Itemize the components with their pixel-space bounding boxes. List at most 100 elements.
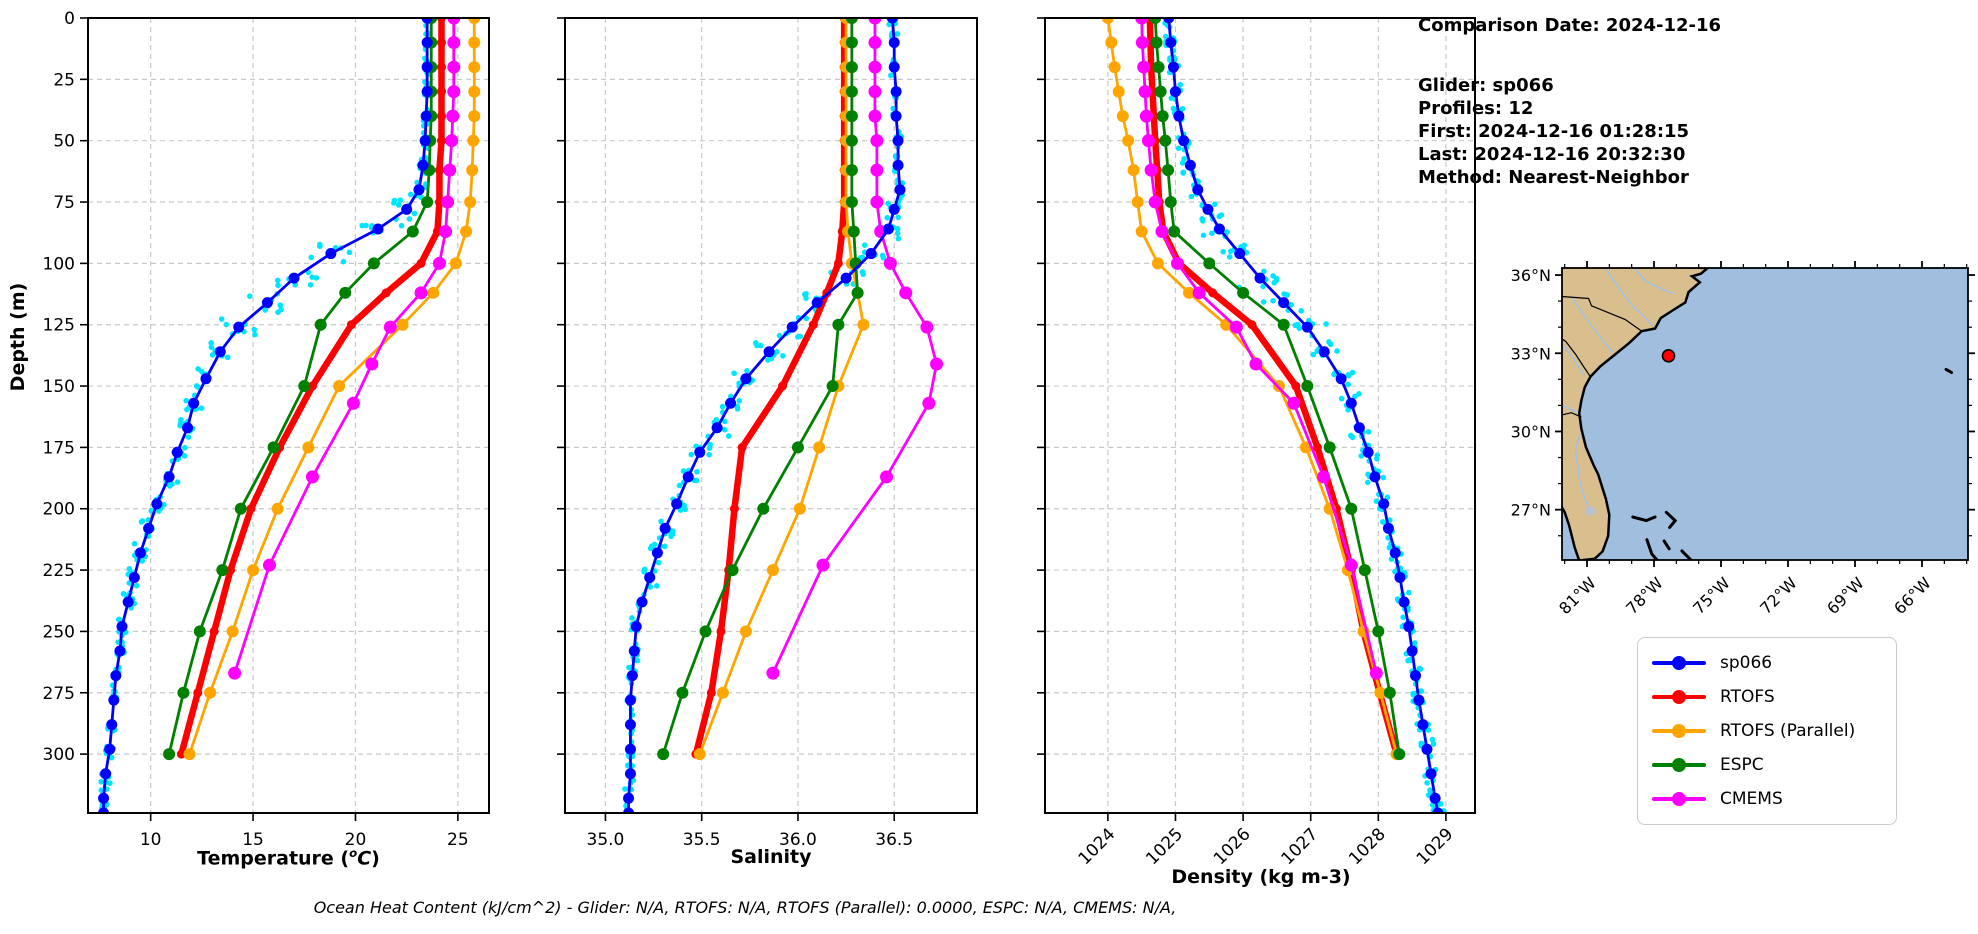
svg-text:100: 100 <box>43 254 75 274</box>
bahamas-island-outline <box>1680 549 1693 560</box>
svg-text:0: 0 <box>64 9 75 29</box>
legend-list: sp066 RTOFS RTOFS (Parallel) ESPC CMEMS <box>1638 646 1896 816</box>
state-border-line <box>1562 338 1591 378</box>
svg-text:75°W: 75°W <box>1689 573 1734 618</box>
svg-text:66°W: 66°W <box>1890 573 1935 618</box>
glider-id-text: Glider: sp066 <box>1418 75 1554 96</box>
bermuda-island <box>1944 367 1953 374</box>
legend-label: sp066 <box>1720 653 1773 673</box>
location-map: 36°N 33°N 30°N 27°N 81°W 78°W 75°W 72°W 69°W 66°W <box>1511 261 1975 618</box>
temperature-axis-title-sup: o <box>349 846 358 860</box>
grid-lines <box>1045 17 1475 813</box>
axis-ticks <box>557 17 896 821</box>
salinity-axis-title: Salinity <box>730 846 812 868</box>
svg-text:125: 125 <box>43 316 75 336</box>
river-line <box>1604 268 1654 327</box>
svg-text:20: 20 <box>345 830 367 850</box>
svg-text:275: 275 <box>43 684 75 704</box>
svg-text:150: 150 <box>43 377 75 397</box>
svg-text:36°N: 36°N <box>1511 266 1551 285</box>
map-ticks <box>1555 261 1975 567</box>
sp066-line-sample-icon <box>1652 656 1706 670</box>
svg-text:1027: 1027 <box>1278 824 1323 869</box>
map-layers <box>1562 268 1968 560</box>
depth-axis-title: Depth (m) <box>7 282 29 392</box>
svg-text:25: 25 <box>447 830 469 850</box>
river-line <box>1570 296 1614 353</box>
plot-frame <box>1044 17 1476 814</box>
map-frame <box>1561 267 1969 561</box>
sp066-salinity-line <box>623 18 906 813</box>
svg-text:225: 225 <box>43 561 75 581</box>
svg-text:35.0: 35.0 <box>587 830 625 850</box>
cmems-density-kg-m-3-line <box>1135 18 1383 680</box>
first-profile-time-text: First: 2024-12-16 01:28:15 <box>1418 121 1690 142</box>
ocean-heat-content-text: Ocean Heat Content (kJ/cm^2) - Glider: N… <box>313 898 1177 917</box>
river-line <box>1574 433 1589 508</box>
sp066-temperature-°c-line <box>98 18 433 813</box>
salinity-plot: 35.0 35.5 36.0 36.5 <box>557 17 978 850</box>
svg-text:1025: 1025 <box>1142 824 1187 869</box>
svg-text:250: 250 <box>43 622 75 642</box>
last-profile-time-text: Last: 2024-12-16 20:32:30 <box>1418 144 1686 165</box>
sp066-density-kg-m-3-line <box>1163 18 1444 813</box>
legend-label: RTOFS <box>1720 687 1775 707</box>
info-gap <box>1418 37 1721 74</box>
temperature-axis-title: Temperature (oC) <box>88 846 489 869</box>
comparison-info-block: Comparison Date: 2024-12-16 Glider: sp06… <box>1418 14 1721 189</box>
lake-okeechobee <box>1585 506 1596 516</box>
svg-text:69°W: 69°W <box>1823 573 1868 618</box>
temperature-axis-title-unit: C <box>357 847 372 870</box>
svg-text:36.5: 36.5 <box>875 830 913 850</box>
cmems-salinity-line <box>766 18 944 680</box>
svg-text:78°W: 78°W <box>1622 573 1667 618</box>
svg-text:30°N: 30°N <box>1511 422 1551 441</box>
svg-text:175: 175 <box>43 438 75 458</box>
legend-item-espc: ESPC <box>1638 748 1896 782</box>
comparison-date-text: Comparison Date: 2024-12-16 <box>1418 15 1722 36</box>
cmems-temperature-°c-line <box>228 18 461 680</box>
method-text: Method: Nearest-Neighbor <box>1418 167 1689 188</box>
svg-text:81°W: 81°W <box>1555 573 1600 618</box>
river-line <box>1562 343 1585 375</box>
svg-text:1024: 1024 <box>1075 824 1120 869</box>
axis-ticks <box>1037 17 1447 821</box>
legend-label: ESPC <box>1720 755 1764 775</box>
bahamas-island-outline <box>1662 539 1671 551</box>
svg-text:200: 200 <box>43 500 75 520</box>
density-axis-title: Density (kg m-3) <box>1171 866 1351 888</box>
svg-text:35.5: 35.5 <box>683 830 721 850</box>
legend-label: RTOFS (Parallel) <box>1720 721 1856 741</box>
state-border-line <box>1562 412 1582 418</box>
bahamas-island-outline <box>1664 510 1678 529</box>
svg-text:1026: 1026 <box>1210 824 1255 869</box>
temperature-axis-title-text: Temperature ( <box>197 847 350 870</box>
legend-item-rtofs: RTOFS <box>1638 680 1896 714</box>
svg-text:1028: 1028 <box>1345 824 1390 869</box>
legend-item-rtofs-parallel: RTOFS (Parallel) <box>1638 714 1896 748</box>
axis-tick-labels: 1024 1025 1026 1027 1028 1029 <box>1075 824 1458 869</box>
temperature-axis-title-close: ) <box>371 847 380 870</box>
svg-text:27°N: 27°N <box>1511 501 1551 520</box>
espc-line-sample-icon <box>1652 758 1706 772</box>
svg-text:10: 10 <box>140 830 162 850</box>
svg-text:15: 15 <box>242 830 264 850</box>
rtofs-line-sample-icon <box>1652 690 1706 704</box>
series-legend: sp066 RTOFS RTOFS (Parallel) ESPC CMEMS <box>1637 637 1897 825</box>
legend-label: CMEMS <box>1720 789 1783 809</box>
rtofs-parallel-temperature-°c-line <box>183 18 481 761</box>
legend-item-cmems: CMEMS <box>1638 782 1896 816</box>
axis-tick-labels: 10 15 20 2502550751001251501752002252502753… <box>43 9 469 850</box>
espc-salinity-line <box>657 18 864 761</box>
density-kg-m-3-plot: 1024 1025 1026 1027 1028 1029 <box>1037 17 1476 869</box>
svg-text:36.0: 36.0 <box>779 830 817 850</box>
svg-text:75: 75 <box>53 193 75 213</box>
rtofs-temperature-°c-line <box>176 18 446 759</box>
svg-text:33°N: 33°N <box>1511 344 1551 363</box>
svg-text:72°W: 72°W <box>1756 573 1801 618</box>
plot-frame <box>87 17 490 814</box>
rtofs-parallel-line-sample-icon <box>1652 724 1706 738</box>
axis-ticks <box>80 17 459 821</box>
